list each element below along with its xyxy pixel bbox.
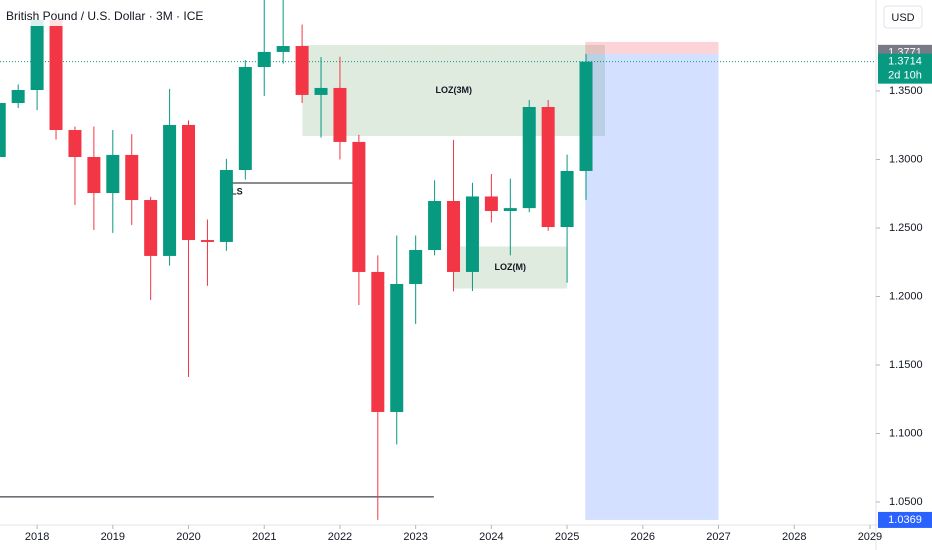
candle-body <box>257 51 271 67</box>
axes: 1.0500 1.1000 1.1500 1.2000 1.2500 1.3000 1.35… <box>25 44 932 543</box>
candle-body <box>238 66 252 171</box>
currency[interactable]: USD <box>891 12 914 24</box>
zone-label: LOZ(M) <box>495 262 527 272</box>
x-tick-label: 2024 <box>479 531 503 543</box>
last-price-label: 1.3714 <box>888 56 922 68</box>
x-tick-label: 2029 <box>858 531 882 543</box>
candle-body <box>484 196 498 211</box>
target-label: 1.0369 <box>888 514 922 526</box>
y-tick-label: 1.1000 <box>889 427 923 439</box>
x-tick-label: 2026 <box>631 531 655 543</box>
candle-body <box>11 90 25 104</box>
candle-body <box>371 271 385 412</box>
candle-body <box>87 157 101 194</box>
x-tick-label: 2020 <box>176 531 200 543</box>
candle-body <box>428 200 442 251</box>
x-tick-label: 2018 <box>25 531 49 543</box>
candle-body <box>390 284 404 412</box>
candle-body <box>314 87 328 95</box>
y-tick-label: 1.3000 <box>889 153 923 165</box>
currency-button[interactable] <box>883 5 923 29</box>
candle-body <box>200 240 214 242</box>
y-tick-label: 1.3500 <box>889 85 923 97</box>
chart-title: British Pound / U.S. Dollar · 3M · ICE <box>6 9 203 23</box>
candle-body <box>579 61 593 171</box>
x-tick-label: 2028 <box>782 531 806 543</box>
candle-body <box>560 170 574 228</box>
x-tick-label: 2022 <box>328 531 352 543</box>
x-tick-label: 2027 <box>706 531 730 543</box>
candle-body <box>295 46 309 95</box>
stop-zone <box>585 41 719 54</box>
candle-body <box>106 154 120 194</box>
y-tick-label: 1.2500 <box>889 222 923 234</box>
candle-body <box>447 200 461 272</box>
y-tick-label: 1.2000 <box>889 290 923 302</box>
candle-body <box>409 250 423 285</box>
zone-label: LOZ(3M) <box>435 85 472 95</box>
x-tick-label: 2021 <box>252 531 276 543</box>
target-label-bg <box>878 511 932 528</box>
x-tick-label: 2025 <box>555 531 579 543</box>
candle-body <box>68 130 82 158</box>
candle-body <box>125 154 139 201</box>
y-tick-label: 1.1500 <box>889 359 923 371</box>
candle-body <box>522 107 536 209</box>
last-price-bg <box>878 53 932 84</box>
candle-body <box>503 208 517 211</box>
target-zone <box>585 53 719 520</box>
plot-area: LOZ(3M) LOZ(M) ILS <box>0 0 876 520</box>
candle-body <box>49 20 63 131</box>
candle-body <box>0 103 6 158</box>
candle-body <box>352 141 366 272</box>
candle-body <box>333 87 347 142</box>
x-tick-label: 2023 <box>403 531 427 543</box>
candle-body <box>30 20 44 91</box>
candle-body <box>144 200 158 256</box>
y-tick-label: 1.0500 <box>889 496 923 508</box>
candle-body <box>276 46 290 52</box>
countdown: 2d 10h <box>888 70 922 82</box>
candle-body <box>163 124 177 256</box>
x-tick-label: 2019 <box>101 531 125 543</box>
title-bg <box>2 6 228 26</box>
candle-body <box>219 170 233 242</box>
candle-body <box>465 196 479 272</box>
level-label: ILS <box>229 186 243 196</box>
candle-body <box>182 124 196 241</box>
candle-body <box>541 107 555 228</box>
